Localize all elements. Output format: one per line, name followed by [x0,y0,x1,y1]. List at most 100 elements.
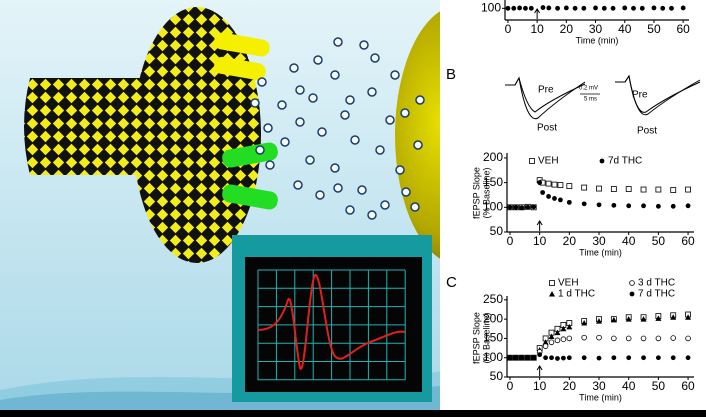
x-tick-label: 40 [622,379,636,393]
vesicle [371,54,379,62]
marker [626,187,631,192]
vesicle [266,161,274,169]
marker [660,6,665,11]
marker [573,6,578,11]
marker [611,203,616,208]
trace-label: Pre [538,85,554,96]
marker [686,203,691,208]
x-tick-label: 60 [676,22,690,36]
y-tick-label: 50 [490,369,504,383]
marker [656,187,661,192]
vesicle [334,184,342,192]
vesicle [294,181,302,189]
marker [641,336,646,341]
marker [656,355,661,360]
marker [656,336,661,341]
vesicle [251,99,259,107]
x-tick-label: 10 [530,22,544,36]
bottom-bar [0,410,706,417]
marker [540,190,545,195]
marker [641,355,646,360]
marker [611,336,616,341]
marker [511,6,516,11]
x-tick-label: 0 [507,379,514,393]
x-tick-label: 10 [533,234,547,248]
vesicle [309,94,317,102]
vesicle [314,56,322,64]
vesicle [256,146,264,154]
marker [552,182,557,187]
vesicle [351,136,359,144]
vesicle [331,164,339,172]
vesicle [416,96,424,104]
x-tick-label: 30 [592,379,606,393]
vesicle [368,88,376,96]
marker [523,6,528,11]
marker [508,355,513,360]
y-axis-title: fEPSP Slope [471,312,481,364]
marker [686,355,691,360]
y-axis-title: fEPSP Slope [471,167,481,219]
x-axis-title: Time (min) [579,392,622,402]
marker [543,344,548,349]
marker [582,185,587,190]
trace-label: Post [537,123,557,134]
x-tick-label: 40 [622,234,636,248]
vesicle [346,206,354,214]
marker [555,356,560,361]
x-tick-label: 50 [647,22,661,36]
vesicle [296,86,304,94]
vesicle [346,96,354,104]
marker [506,6,511,11]
marker [630,281,635,286]
legend-label: 1 d THC [558,289,595,300]
marker [525,355,530,360]
marker [671,188,676,193]
marker [686,336,691,341]
x-tick-label: 50 [652,379,666,393]
marker [543,355,548,360]
y-tick-label: 100 [481,1,501,15]
marker [626,355,631,360]
page: B C Pre Post 0.2 mV 5 ms Pre Post 010203… [0,0,706,417]
marker [641,203,646,208]
x-axis-title: Time (min) [576,35,619,45]
legend-label: 7 d THC [638,289,675,300]
marker [671,355,676,360]
marker [541,5,546,10]
vesicle [358,186,366,194]
vesicle [414,141,422,149]
marker [582,335,587,340]
marker [519,355,524,360]
marker [550,281,555,286]
x-tick-label: 60 [681,234,695,248]
marker [564,6,569,11]
scale-label: 5 ms [584,97,597,103]
marker [597,186,602,191]
x-tick-label: 10 [533,379,547,393]
y-axis-title: (% Baseline) [481,167,491,218]
y-tick-label: 200 [483,150,503,164]
marker [567,184,572,189]
marker [671,204,676,209]
legend-label: VEH [538,156,559,167]
marker [631,6,636,11]
marker [529,6,534,11]
vesicle [368,211,376,219]
marker [546,181,551,186]
x-tick-label: 30 [589,22,603,36]
marker [508,205,513,210]
vesicle [391,71,399,79]
marker [656,204,661,209]
legend-label: 3 d THC [638,278,675,289]
marker [531,204,536,209]
x-tick-label: 20 [560,22,574,36]
vesicle [290,64,298,72]
vesicle [258,78,266,86]
marker [567,336,572,341]
x-tick-label: 0 [505,22,512,36]
marker [686,187,691,192]
vesicle [381,201,389,209]
marker [669,6,674,11]
panel-label: C [446,274,457,291]
